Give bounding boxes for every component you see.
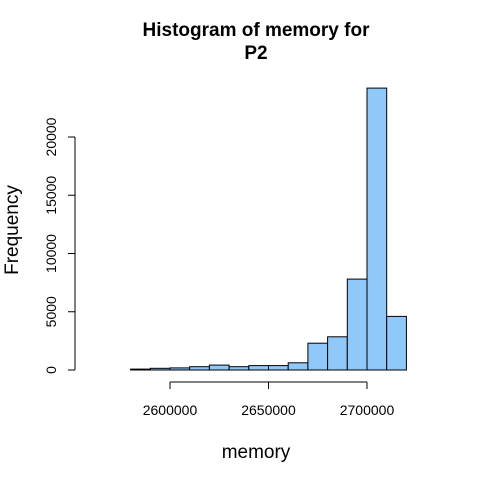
histogram-bar — [189, 366, 210, 371]
y-tick-label: 15000 — [43, 176, 59, 215]
histogram-bar — [307, 342, 329, 371]
chart-title: Histogram of memory for P2 — [143, 20, 371, 64]
histogram-bar — [346, 278, 368, 371]
histogram-bar — [149, 367, 171, 371]
histogram-bar — [169, 367, 191, 371]
histogram-bar — [287, 362, 309, 371]
y-axis: 0 5000 10000 15000 20000 — [43, 117, 76, 374]
x-axis-label: memory — [222, 442, 291, 463]
x-tick-label: 2700000 — [340, 402, 395, 418]
histogram-bar — [386, 315, 407, 371]
x-axis: 2600000 2650000 2700000 — [143, 381, 395, 418]
y-tick-label: 10000 — [43, 234, 59, 273]
y-tick-label: 0 — [43, 366, 59, 374]
chart-title-line-2: P2 — [244, 43, 267, 64]
x-tick-label: 2650000 — [241, 402, 296, 418]
histogram-bar — [208, 364, 230, 371]
histogram-bars — [130, 87, 407, 371]
chart-title-line-1: Histogram of memory for — [143, 20, 371, 41]
histogram-bar — [366, 87, 388, 371]
histogram-bar — [327, 336, 348, 371]
y-tick-label: 5000 — [43, 296, 59, 327]
x-tick-label: 2600000 — [143, 402, 198, 418]
histogram-bar — [228, 366, 250, 371]
histogram-bar — [248, 365, 270, 371]
histogram-bar — [268, 365, 289, 371]
histogram-bar — [130, 368, 151, 371]
y-axis-label: Frequency — [2, 185, 23, 275]
y-tick-label: 20000 — [43, 117, 59, 156]
